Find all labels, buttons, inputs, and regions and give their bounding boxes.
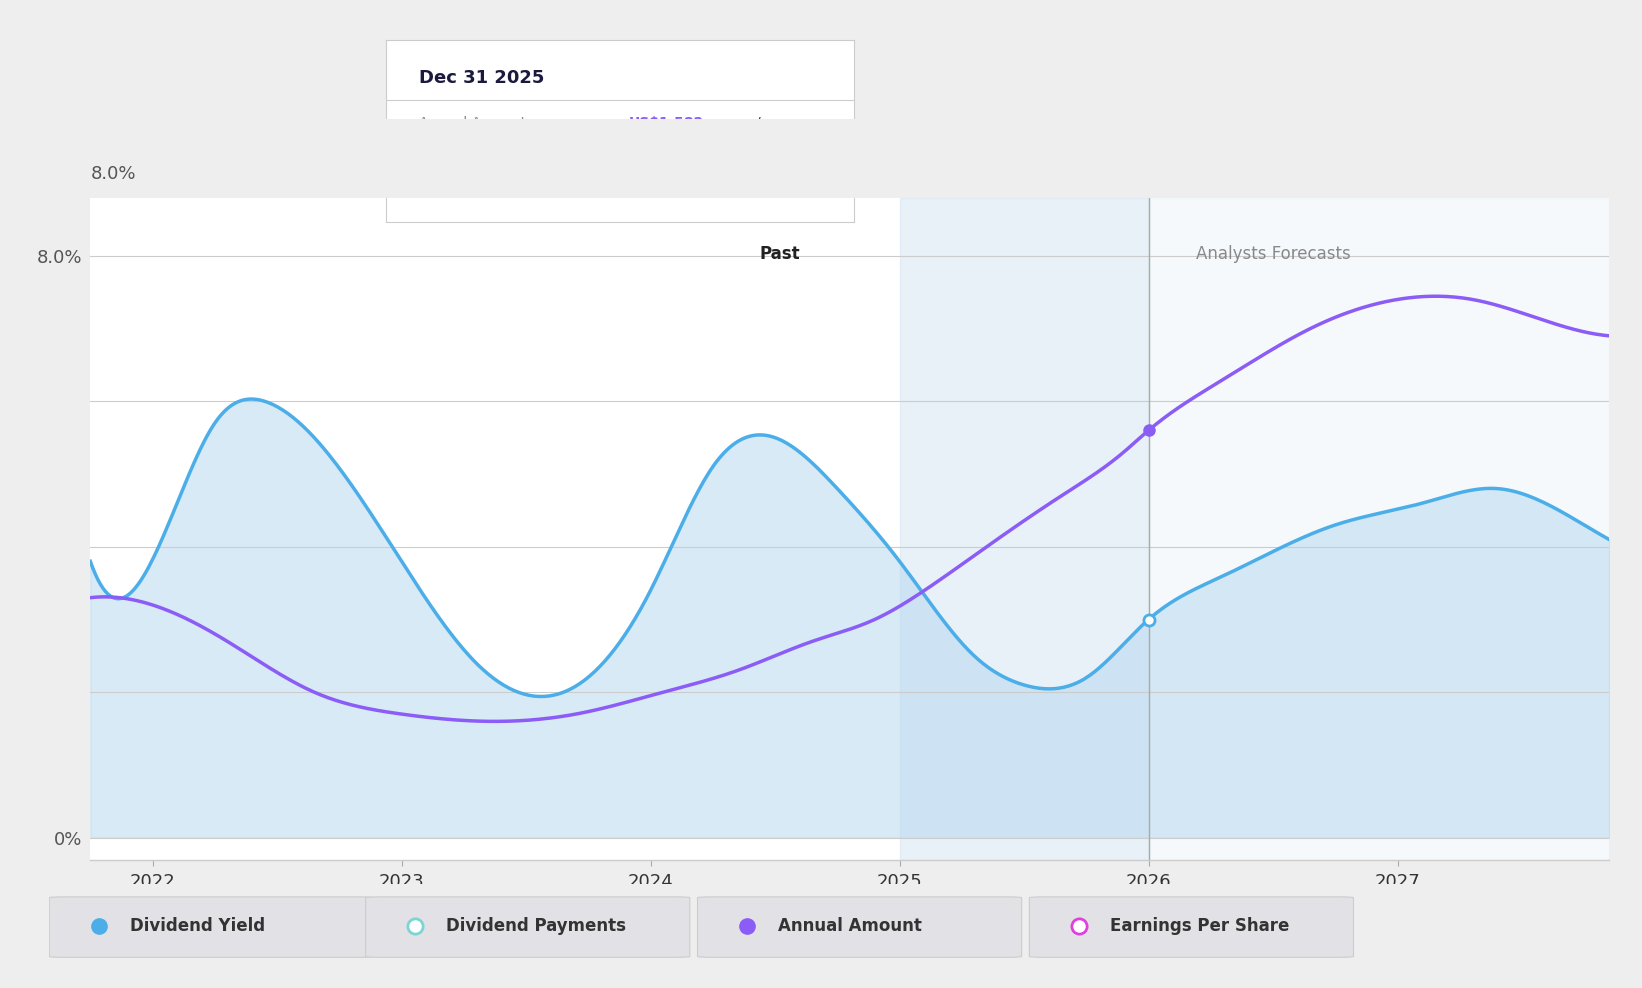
Text: Dividend Payments: Dividend Payments	[447, 917, 626, 936]
Text: /year: /year	[755, 117, 791, 130]
FancyBboxPatch shape	[698, 897, 1021, 957]
Text: Earnings Per Share: Earnings Per Share	[1110, 917, 1289, 936]
Text: Annual Amount: Annual Amount	[778, 917, 921, 936]
FancyBboxPatch shape	[1030, 897, 1353, 957]
Bar	[1148, 198, 1609, 860]
Bar	[900, 198, 1148, 860]
FancyBboxPatch shape	[366, 897, 690, 957]
Text: Dividend Yield: Dividend Yield	[419, 175, 517, 189]
Text: Past: Past	[759, 245, 800, 263]
Text: 8.0%: 8.0%	[90, 165, 136, 183]
Text: /year: /year	[699, 175, 736, 189]
Text: Annual Amount: Annual Amount	[419, 117, 525, 130]
Text: Analysts Forecasts: Analysts Forecasts	[1195, 245, 1350, 263]
Text: US$1.582: US$1.582	[629, 117, 704, 130]
Text: Dividend Yield: Dividend Yield	[130, 917, 264, 936]
Text: 4.5%: 4.5%	[629, 175, 668, 189]
Text: Dec 31 2025: Dec 31 2025	[419, 69, 544, 87]
FancyBboxPatch shape	[49, 897, 373, 957]
